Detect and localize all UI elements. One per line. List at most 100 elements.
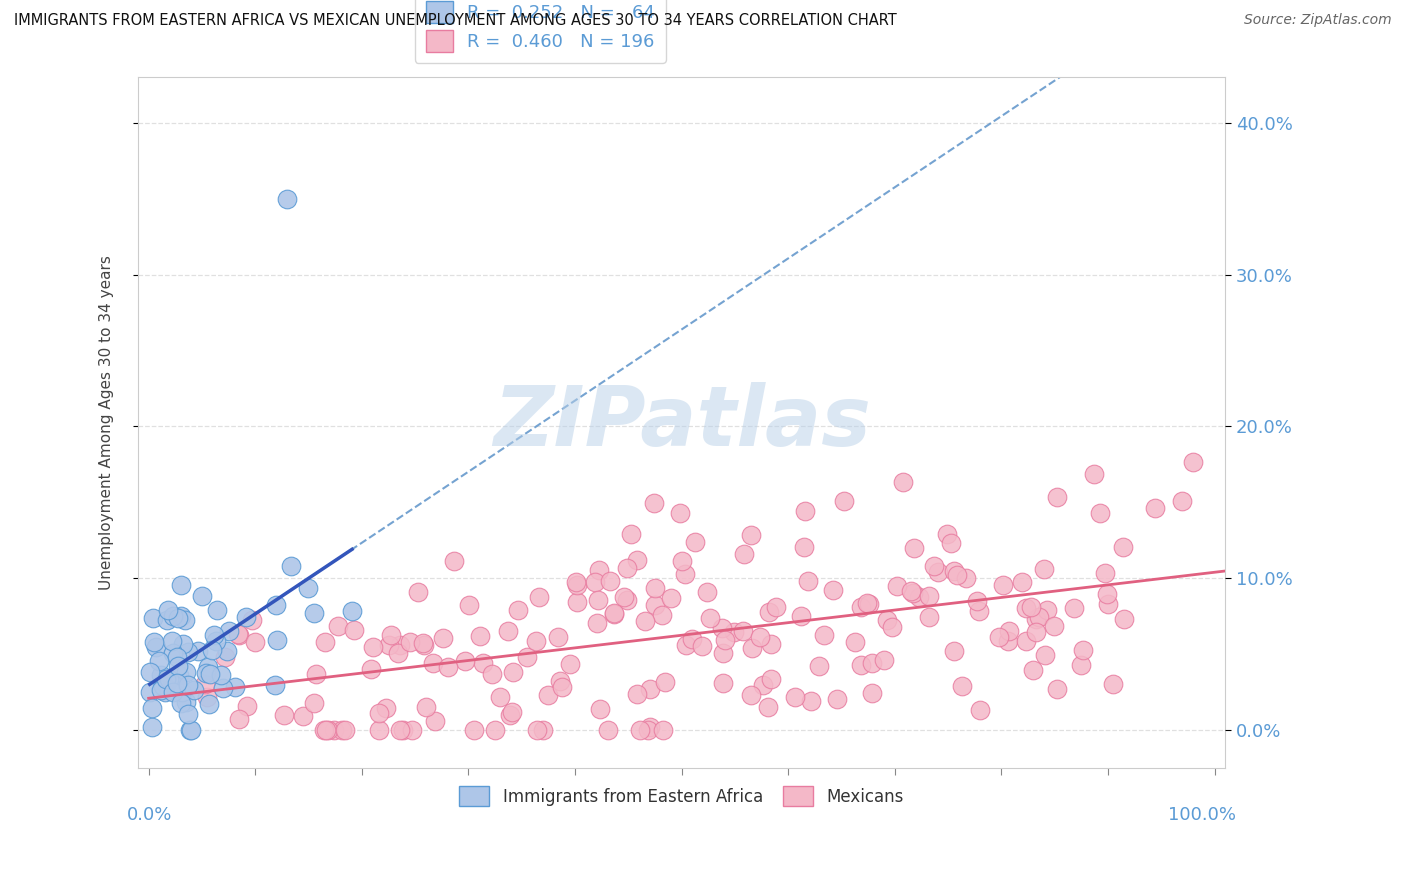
Point — [1033, 562, 1056, 576]
Point — [138, 665, 160, 680]
Point — [330, 723, 353, 737]
Point — [166, 676, 188, 690]
Text: Source: ZipAtlas.com: Source: ZipAtlas.com — [1244, 13, 1392, 28]
Point — [498, 708, 520, 723]
Point — [292, 709, 315, 723]
Point — [502, 665, 524, 679]
Point — [172, 685, 194, 699]
Point — [380, 628, 402, 642]
Point — [626, 553, 648, 567]
Point — [759, 636, 782, 650]
Point — [668, 506, 690, 520]
Point — [401, 723, 423, 737]
Point — [1033, 648, 1056, 662]
Point — [797, 574, 820, 588]
Point — [882, 620, 904, 634]
Point — [1028, 610, 1050, 624]
Point — [432, 631, 454, 645]
Point — [177, 678, 200, 692]
Point — [304, 696, 326, 710]
Point — [935, 526, 957, 541]
Point — [969, 703, 991, 717]
Point — [927, 565, 949, 579]
Point — [304, 606, 326, 620]
Point — [1019, 600, 1042, 615]
Point — [998, 624, 1021, 638]
Point — [756, 700, 779, 714]
Point — [186, 644, 208, 658]
Point — [699, 611, 721, 625]
Point — [596, 723, 619, 737]
Text: 0.0%: 0.0% — [127, 805, 173, 823]
Point — [333, 723, 356, 737]
Point — [603, 607, 626, 621]
Point — [422, 657, 444, 671]
Point — [1011, 575, 1033, 590]
Point — [714, 632, 737, 647]
Point — [565, 595, 588, 609]
Point — [155, 684, 177, 698]
Point — [276, 192, 298, 206]
Point — [531, 723, 554, 737]
Point — [314, 635, 336, 649]
Point — [711, 675, 734, 690]
Point — [825, 692, 848, 706]
Point — [297, 581, 319, 595]
Point — [696, 584, 718, 599]
Point — [205, 603, 228, 617]
Point — [367, 723, 389, 737]
Point — [374, 701, 396, 715]
Point — [988, 630, 1011, 644]
Text: IMMIGRANTS FROM EASTERN AFRICA VS MEXICAN UNEMPLOYMENT AMONG AGES 30 TO 34 YEARS: IMMIGRANTS FROM EASTERN AFRICA VS MEXICA… — [14, 13, 897, 29]
Point — [823, 583, 845, 598]
Point — [749, 630, 772, 644]
Point — [939, 536, 962, 550]
Point — [458, 598, 481, 612]
Point — [793, 540, 815, 554]
Point — [844, 635, 866, 649]
Point — [917, 589, 939, 603]
Point — [169, 667, 191, 681]
Point — [588, 562, 610, 576]
Point — [807, 659, 830, 673]
Point — [1046, 490, 1069, 504]
Point — [150, 667, 173, 681]
Text: 100.0%: 100.0% — [1168, 805, 1236, 823]
Point — [273, 708, 295, 723]
Point — [733, 624, 755, 639]
Point — [1043, 619, 1066, 633]
Point — [765, 600, 787, 615]
Point — [526, 723, 548, 737]
Point — [174, 695, 197, 709]
Point — [170, 609, 193, 624]
Point — [908, 590, 931, 604]
Point — [162, 646, 184, 660]
Point — [142, 611, 165, 625]
Point — [783, 690, 806, 704]
Point — [560, 657, 582, 671]
Point — [524, 633, 547, 648]
Point — [472, 656, 495, 670]
Point — [851, 599, 873, 614]
Point — [634, 615, 657, 629]
Point — [832, 494, 855, 508]
Point — [183, 683, 205, 698]
Point — [170, 578, 193, 592]
Point — [315, 723, 337, 737]
Point — [215, 644, 238, 658]
Point — [228, 712, 250, 726]
Point — [586, 593, 609, 607]
Point — [204, 628, 226, 642]
Point — [616, 561, 638, 575]
Point — [141, 721, 163, 735]
Point — [654, 674, 676, 689]
Point — [197, 659, 219, 673]
Point — [527, 590, 550, 604]
Point — [548, 673, 571, 688]
Point — [1144, 500, 1167, 515]
Point — [751, 677, 773, 691]
Point — [361, 640, 384, 654]
Point — [955, 571, 977, 585]
Point — [162, 684, 184, 698]
Point — [1094, 566, 1116, 581]
